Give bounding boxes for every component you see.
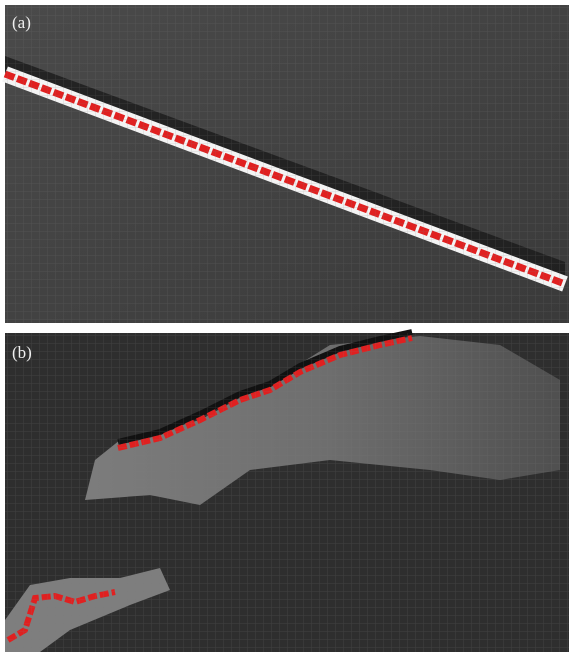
panel-b: (b) bbox=[5, 332, 569, 652]
panel-a: (a) bbox=[5, 5, 569, 323]
pixel-grid bbox=[5, 333, 569, 652]
pixel-grid bbox=[5, 5, 569, 323]
panel-label: (b) bbox=[12, 343, 32, 362]
panel-label: (a) bbox=[12, 13, 31, 32]
figure: (a) (b) bbox=[0, 0, 569, 652]
